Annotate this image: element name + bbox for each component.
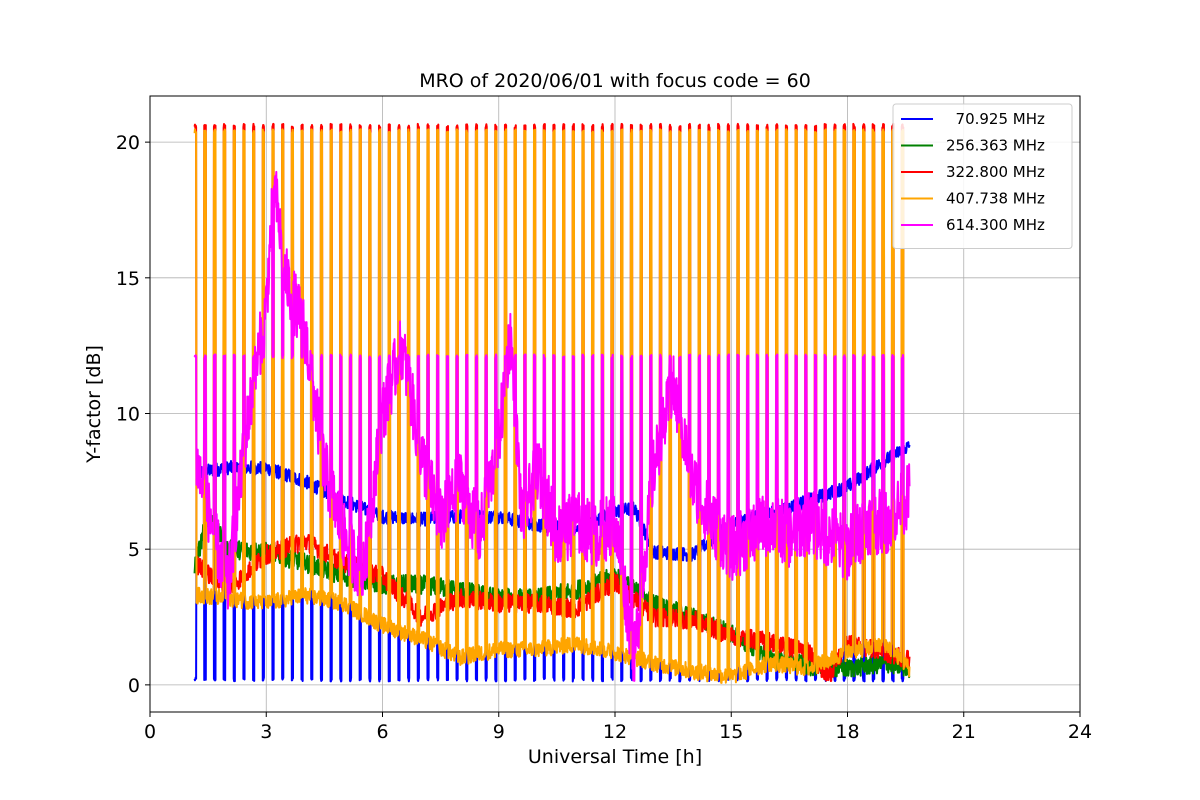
legend-box	[892, 103, 1073, 249]
x-tick-label: 15	[719, 721, 743, 743]
x-tick-label: 12	[603, 721, 627, 743]
legend-label: 70.925 MHz	[946, 110, 1045, 128]
x-tick-label: 24	[1068, 721, 1092, 743]
legend-label: 407.738 MHz	[946, 190, 1045, 208]
y-tick-label: 0	[128, 675, 140, 697]
y-axis: 0 5 10 15 20	[116, 132, 150, 697]
y-tick-label: 15	[116, 268, 140, 290]
x-tick-label: 9	[493, 721, 505, 743]
y-tick-label: 10	[116, 403, 140, 425]
x-axis: 0 3 6 9 12 15 18 21 24	[144, 712, 1092, 743]
legend: 70.925 MHz 256.363 MHz 322.800 MHz 407.738 …	[892, 103, 1073, 249]
legend-label: 322.800 MHz	[946, 163, 1045, 181]
legend-label: 614.300 MHz	[946, 216, 1045, 234]
x-tick-label: 6	[376, 721, 388, 743]
x-axis-label: Universal Time [h]	[528, 746, 702, 768]
series-line-3	[193, 128, 911, 684]
y-tick-label: 20	[116, 132, 140, 154]
x-tick-label: 0	[144, 721, 156, 743]
x-tick-label: 3	[260, 721, 272, 743]
series-layer	[193, 122, 911, 684]
x-tick-label: 21	[952, 721, 976, 743]
chart-title: MRO of 2020/06/01 with focus code = 60	[419, 70, 811, 92]
legend-label: 256.363 MHz	[946, 137, 1045, 155]
x-tick-label: 18	[835, 721, 859, 743]
y-axis-label: Y-factor [dB]	[83, 345, 105, 464]
series-line-4	[193, 170, 911, 682]
y-tick-label: 5	[128, 539, 140, 561]
